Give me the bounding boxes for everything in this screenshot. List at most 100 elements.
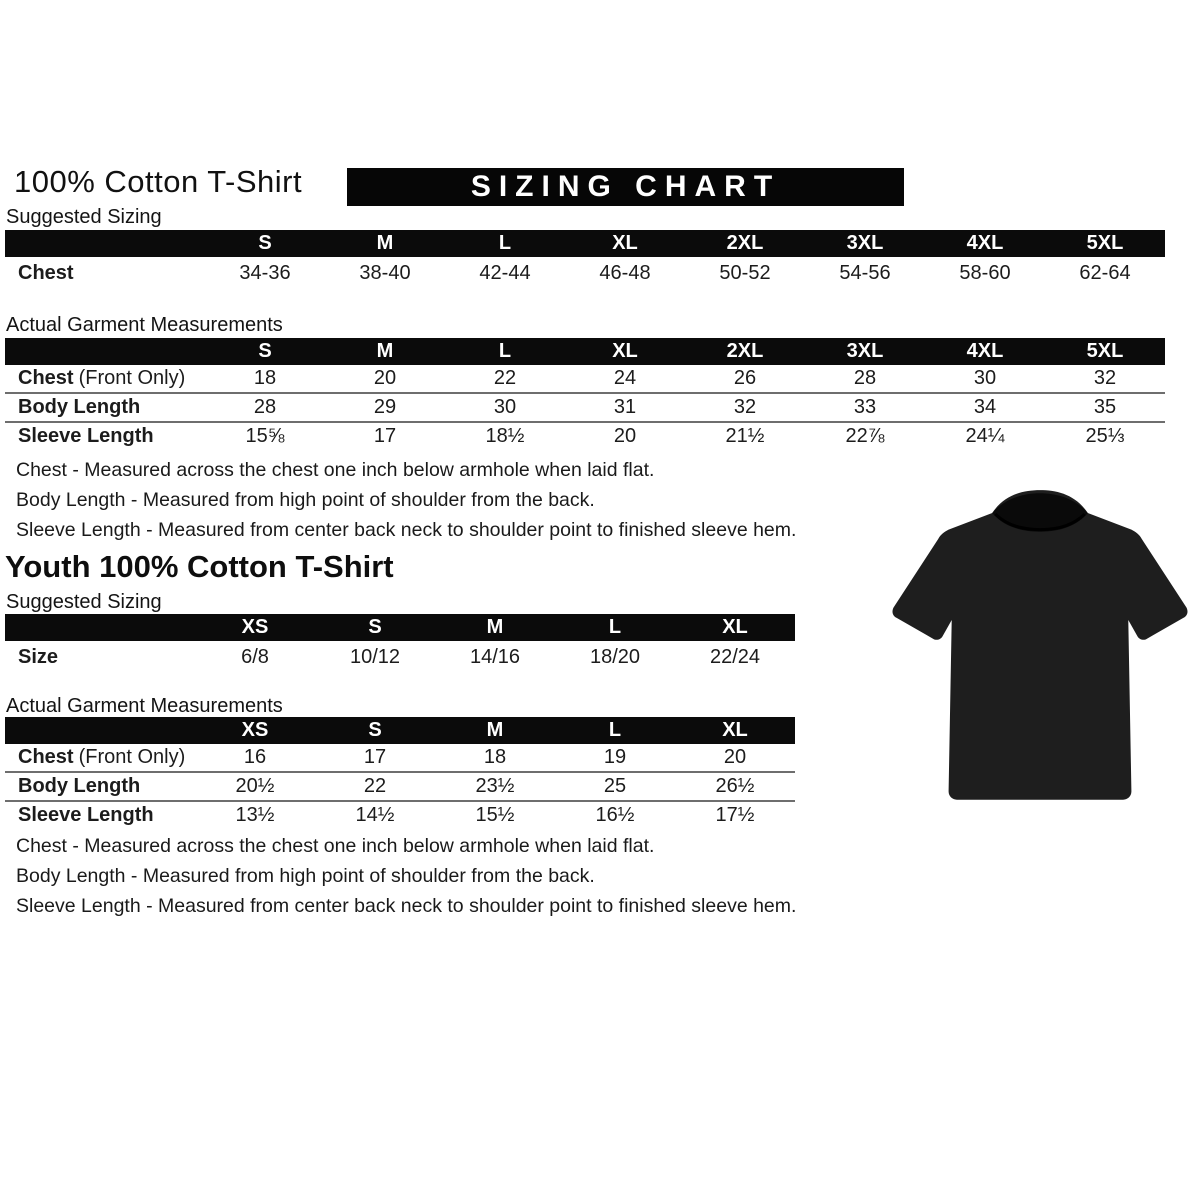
adult-actual-measurements-label: Actual Garment Measurements — [6, 314, 283, 336]
cell: 16½ — [595, 804, 635, 826]
cell: 14½ — [355, 804, 395, 826]
table-row-sleeve-length: Sleeve Length 15⅝ 17 18½ 20 21½ 22⅞ 24¼ … — [5, 422, 1165, 450]
col-header-l: L — [445, 230, 565, 257]
cell: 17 — [373, 425, 397, 447]
row-label-body-length: Body Length — [5, 772, 195, 802]
row-label-text: Body Length — [18, 775, 141, 797]
size-header-row: S M L XL 2XL 3XL 4XL 5XL — [5, 230, 1165, 257]
col-header-4xl: 4XL — [925, 230, 1045, 257]
cell: 25⅓ — [1085, 425, 1125, 447]
youth-actual-measurements-label: Actual Garment Measurements — [6, 695, 283, 717]
cell: 22⅞ — [845, 425, 885, 447]
size-header-row: S M L XL 2XL 3XL 4XL 5XL — [5, 338, 1165, 365]
col-header-s: S — [315, 614, 435, 641]
col-header-2xl: 2XL — [685, 338, 805, 365]
col-header-l: L — [445, 338, 565, 365]
adult-actual-measurements-table: S M L XL 2XL 3XL 4XL 5XL Chest (Front Onl… — [5, 338, 1165, 450]
col-header-m: M — [325, 338, 445, 365]
note-body-length: Body Length - Measured from high point o… — [16, 865, 595, 887]
cell: 20 — [675, 744, 795, 773]
row-label-suffix: (Front Only) — [78, 746, 186, 768]
cell: 22/24 — [709, 646, 761, 668]
cell: 30 — [445, 393, 565, 423]
cell: 28 — [205, 393, 325, 423]
cell: 24¼ — [965, 425, 1005, 447]
cell: 34-36 — [239, 262, 291, 284]
size-header-row: XS S M L XL — [5, 614, 795, 641]
cell: 17 — [315, 744, 435, 773]
cell: 18/20 — [589, 646, 641, 668]
cell: 18 — [435, 744, 555, 773]
note-body-length: Body Length - Measured from high point o… — [16, 489, 595, 511]
row-label-sleeve-length: Sleeve Length — [5, 801, 195, 829]
col-header-m: M — [435, 614, 555, 641]
col-header-l: L — [555, 614, 675, 641]
cell: 29 — [325, 393, 445, 423]
col-header-s: S — [315, 717, 435, 744]
cell: 32 — [685, 393, 805, 423]
corner-cell — [5, 614, 195, 641]
cell: 50-52 — [719, 262, 771, 284]
cell: 42-44 — [479, 262, 531, 284]
cell: 19 — [555, 744, 675, 773]
cell: 26 — [685, 365, 805, 394]
cell: 20 — [325, 365, 445, 394]
row-label-chest: Chest — [18, 262, 74, 284]
corner-cell — [5, 230, 205, 257]
cell: 62-64 — [1079, 262, 1131, 284]
row-label-text: Sleeve Length — [18, 425, 154, 447]
col-header-xl: XL — [565, 338, 685, 365]
cell: 26½ — [675, 772, 795, 802]
col-header-m: M — [325, 230, 445, 257]
col-header-xs: XS — [195, 614, 315, 641]
table-row-chest: Chest 34-36 38-40 42-44 46-48 50-52 54-5… — [5, 257, 1165, 290]
row-label-chest: Chest (Front Only) — [5, 744, 195, 773]
tshirt-image — [884, 486, 1196, 808]
cell: 20 — [613, 425, 637, 447]
tshirt-collar-rib — [994, 512, 1086, 532]
adult-measurement-notes: Chest - Measured across the chest one in… — [16, 460, 816, 550]
col-header-2xl: 2XL — [685, 230, 805, 257]
row-label-text: Sleeve Length — [18, 804, 154, 826]
table-row-body-length: Body Length 20½ 22 23½ 25 26½ — [5, 772, 795, 802]
col-header-5xl: 5XL — [1045, 338, 1165, 365]
col-header-4xl: 4XL — [925, 338, 1045, 365]
youth-suggested-sizing-label: Suggested Sizing — [6, 591, 162, 613]
cell: 14/16 — [469, 646, 521, 668]
cell: 38-40 — [359, 262, 411, 284]
youth-section-title: Youth 100% Cotton T-Shirt — [5, 549, 394, 584]
cell: 28 — [805, 365, 925, 394]
row-label-chest: Chest (Front Only) — [5, 365, 205, 394]
note-chest: Chest - Measured across the chest one in… — [16, 835, 655, 857]
table-row-chest: Chest (Front Only) 18 20 22 24 26 28 30 3… — [5, 365, 1165, 394]
cell: 21½ — [725, 425, 765, 447]
adult-suggested-sizing-table: S M L XL 2XL 3XL 4XL 5XL Chest 34-36 38-… — [5, 230, 1165, 290]
col-header-xl: XL — [675, 717, 795, 744]
table-row-body-length: Body Length 28 29 30 31 32 33 34 35 — [5, 393, 1165, 423]
row-label-size: Size — [18, 646, 59, 668]
col-header-xs: XS — [195, 717, 315, 744]
table-row-sleeve-length: Sleeve Length 13½ 14½ 15½ 16½ 17½ — [5, 801, 795, 829]
tshirt-collar — [992, 493, 1088, 532]
table-row-size: Size 6/8 10/12 14/16 18/20 22/24 — [5, 641, 795, 674]
cell: 35 — [1045, 393, 1165, 423]
cell: 22 — [445, 365, 565, 394]
size-header-row: XS S M L XL — [5, 717, 795, 744]
cell: 20½ — [195, 772, 315, 802]
cell: 10/12 — [349, 646, 401, 668]
cell: 18 — [205, 365, 325, 394]
col-header-3xl: 3XL — [805, 230, 925, 257]
table-row-chest: Chest (Front Only) 16 17 18 19 20 — [5, 744, 795, 773]
youth-actual-measurements-table: XS S M L XL Chest (Front Only) 16 17 18 1… — [5, 717, 795, 829]
cell: 18½ — [485, 425, 525, 447]
corner-cell — [5, 717, 195, 744]
cell: 6/8 — [241, 646, 269, 668]
youth-suggested-sizing-table: XS S M L XL Size 6/8 10/12 14/16 18/20 2… — [5, 614, 795, 674]
row-label-sleeve-length: Sleeve Length — [5, 422, 205, 450]
tshirt-body — [892, 490, 1188, 800]
col-header-l: L — [555, 717, 675, 744]
sizing-chart-banner: SIZING CHART — [347, 168, 904, 206]
cell: 30 — [925, 365, 1045, 394]
cell: 46-48 — [599, 262, 651, 284]
cell: 31 — [565, 393, 685, 423]
